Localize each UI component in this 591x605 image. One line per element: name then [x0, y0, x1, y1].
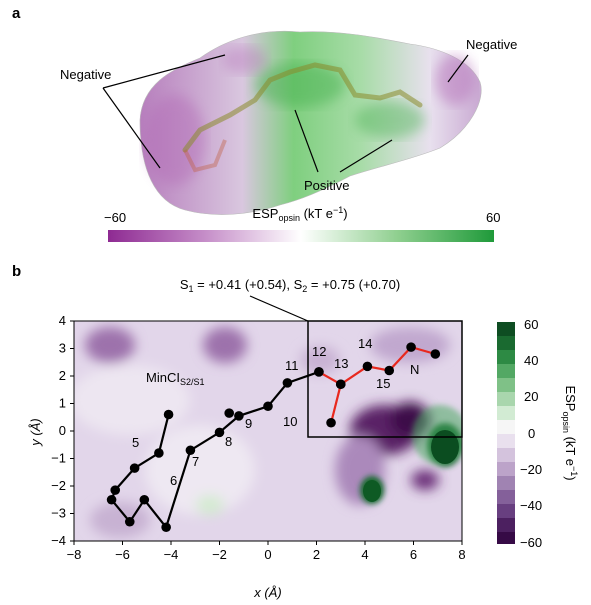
highlight-box [307, 320, 463, 438]
callout-line [249, 295, 309, 322]
panel-a-label: a [12, 5, 21, 22]
x-tick-label: 4 [361, 547, 368, 562]
x-tick-label: −8 [67, 547, 82, 562]
black-chain-line [110, 370, 320, 530]
x-tick-label: 2 [313, 547, 320, 562]
atom-label-6: 6 [170, 473, 177, 488]
red-segment-atom-point [326, 417, 336, 428]
panel-a-colorbar: −60 60 ESPopsin (kT e−1) [104, 205, 500, 242]
black-atom-point [185, 445, 196, 456]
atom-label-14: 14 [358, 336, 372, 351]
x-tick-label: 8 [458, 547, 465, 562]
x-axis-label: x (Å) [253, 585, 281, 600]
colorbar-b-title: ESPopsin (kT e−1) [561, 385, 579, 480]
red-segment-atom-point [430, 349, 441, 359]
negative-label-right: Negative [466, 37, 517, 52]
negative-label-left: Negative [60, 67, 111, 82]
black-atom-point [110, 485, 121, 495]
atom-label-9: 9 [245, 416, 252, 431]
colorbar-b-tick: 0 [528, 426, 535, 441]
y-tick-label: −4 [51, 533, 66, 548]
mincl-label: MinCIS2/S1 [146, 370, 204, 387]
atom-labels: 5 6 7 8 9 10 11 12 13 14 15 N [132, 336, 419, 488]
atom-label-13: 13 [334, 356, 348, 371]
atom-label-11: 11 [285, 358, 299, 373]
annotation-lines [102, 54, 469, 173]
y-tick-label: −1 [51, 451, 66, 466]
x-tick-label: −4 [164, 547, 179, 562]
colorbar-a-max: 60 [486, 210, 500, 225]
y-tick-label: −3 [51, 506, 66, 521]
overlap-callout: S1 = +0.41 (+0.54), S2 = +0.75 (+0.70) [180, 277, 400, 294]
colorbar-b-tick: −40 [520, 498, 542, 513]
black-atom-point [224, 408, 234, 418]
y-tick-label: 0 [59, 423, 66, 438]
retinal-chain [106, 342, 441, 533]
positive-label: Positive [304, 178, 350, 193]
colorbar-a-min: −60 [104, 210, 126, 225]
y-axis-label: y (Å) [28, 418, 43, 446]
panel-b-colorbar: 60 40 20 0 −20 −40 −60 ESPopsin (kT e−1) [497, 317, 579, 550]
colorbar-b-tick: 20 [524, 389, 538, 404]
y-tick-label: 2 [59, 368, 66, 383]
red-segment-atom-point [314, 367, 324, 377]
black-atom-point [163, 409, 174, 420]
atom-label-8: 8 [225, 434, 232, 449]
x-axis: −8 −6 −4 −2 0 2 4 6 8 [67, 541, 466, 562]
red-segment-atom-point [406, 342, 416, 352]
panel-b-label: b [12, 263, 21, 280]
colorbar-a-title: ESPopsin (kT e−1) [252, 205, 347, 223]
black-atom-point [124, 516, 135, 527]
atom-label-15: 15 [376, 376, 390, 391]
y-tick-label: 1 [59, 396, 66, 411]
x-tick-label: 0 [264, 547, 271, 562]
colorbar-b-tick: −20 [520, 462, 542, 477]
black-atom-point [263, 401, 273, 412]
black-atom-point [161, 522, 171, 533]
colorbar-b-tick: 40 [524, 353, 538, 368]
black-atom-point [154, 448, 164, 458]
colorbar-b-tick: −60 [520, 535, 542, 550]
red-segment-atom-point [384, 365, 395, 376]
red-segment-atom-point [362, 361, 373, 372]
x-tick-label: 6 [410, 547, 417, 562]
y-tick-label: 4 [59, 313, 66, 328]
black-atom-point [106, 494, 117, 505]
atom-label-7: 7 [192, 454, 199, 469]
red-segment-atom-point [335, 379, 346, 390]
esp-surface [139, 30, 482, 215]
black-atom-point [129, 463, 140, 473]
x-tick-label: −2 [212, 547, 227, 562]
black-atom-point [282, 378, 293, 388]
atom-label-12: 12 [312, 344, 326, 359]
x-tick-label: −6 [115, 547, 130, 562]
black-atom-point [139, 494, 150, 505]
esp-contour-map [74, 321, 462, 541]
y-axis: 4 3 2 1 0 −1 −2 −3 −4 [51, 313, 74, 548]
colorbar-b-tick: 60 [524, 317, 538, 332]
red-chain-line [318, 345, 436, 424]
y-tick-label: 3 [59, 341, 66, 356]
atom-label-10: 10 [283, 414, 297, 429]
black-atom-point [234, 411, 244, 421]
atom-label-5: 5 [132, 435, 139, 450]
black-atom-point [214, 427, 225, 438]
atom-label-n: N [410, 362, 419, 377]
y-tick-label: −2 [51, 478, 66, 493]
